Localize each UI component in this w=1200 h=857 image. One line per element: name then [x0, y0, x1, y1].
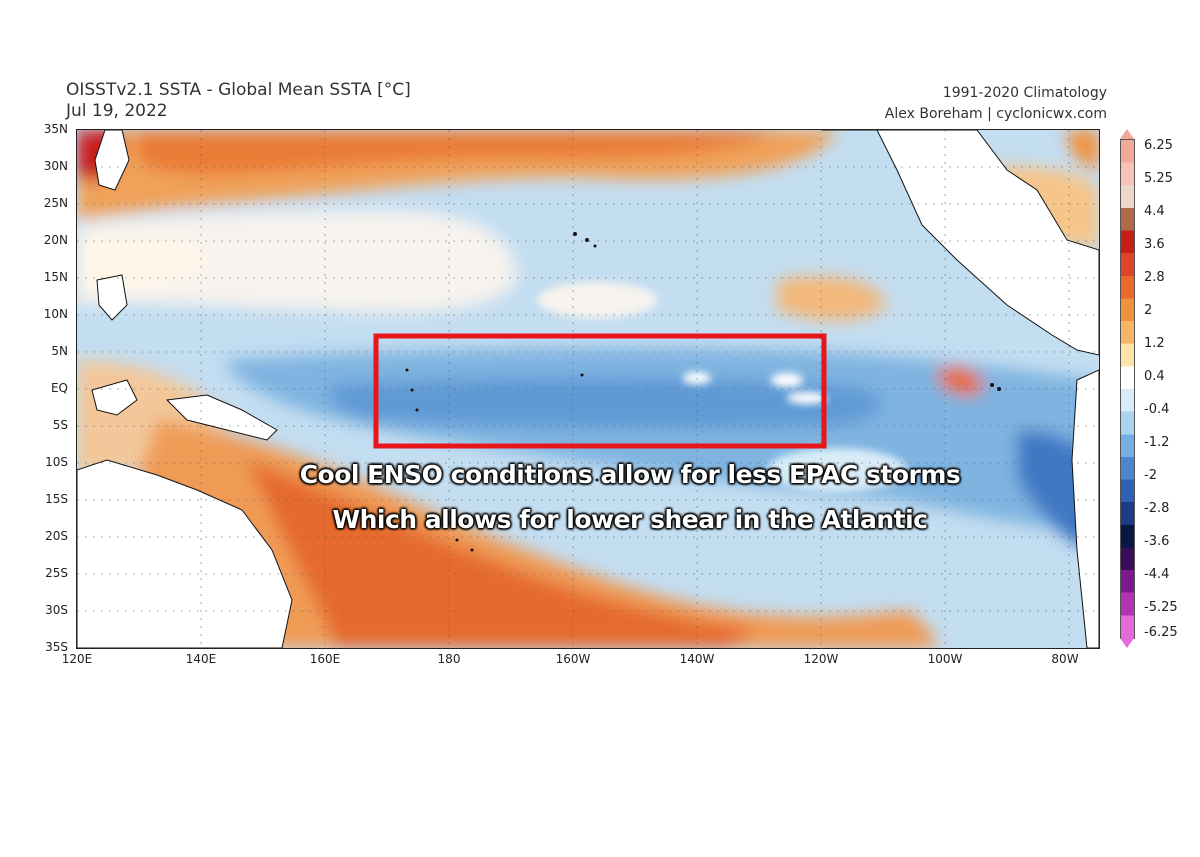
islands — [405, 232, 1001, 552]
lat-label: 35S — [45, 640, 68, 654]
colorbar-label: 4.4 — [1144, 204, 1165, 219]
colorbar-label: -0.4 — [1144, 402, 1170, 417]
lon-label: 140E — [185, 652, 217, 666]
map-canvas — [77, 130, 1099, 648]
lat-label: 35N — [43, 122, 68, 136]
map-title: OISSTv2.1 SSTA - Global Mean SSTA [°C] — [66, 80, 411, 100]
lon-label: 120W — [803, 652, 839, 666]
colorbar-label: -6.25 — [1144, 625, 1178, 640]
lon-label: 140W — [679, 652, 715, 666]
colorbar-label: 1.2 — [1144, 336, 1165, 351]
asia-coast — [94, 130, 130, 191]
colorbar-label: 0.4 — [1144, 369, 1165, 384]
lat-label: 20S — [45, 529, 68, 543]
lat-label: 30S — [45, 603, 68, 617]
sst-anomaly-map — [76, 129, 1100, 649]
colorbar-label: -1.2 — [1144, 435, 1170, 450]
nino-region-highlight-box — [373, 333, 827, 449]
colorbar-label: 6.25 — [1144, 138, 1173, 153]
lat-label: 25N — [43, 196, 68, 210]
lat-label: 15N — [43, 270, 68, 284]
lat-label: 5S — [52, 418, 68, 432]
lon-label: 160E — [309, 652, 341, 666]
annotation-line-1: Cool ENSO conditions allow for less EPAC… — [299, 460, 961, 489]
annotation-line-2: Which allows for lower shear in the Atla… — [332, 505, 928, 534]
mexico-central-america — [822, 130, 1099, 356]
climatology-label: 1991-2020 Climatology — [942, 85, 1107, 101]
credit-label: Alex Boreham | cyclonicwx.com — [884, 106, 1107, 122]
lat-label: 20N — [43, 233, 68, 247]
lat-label: EQ — [50, 381, 68, 395]
colorbar-label: 3.6 — [1144, 237, 1165, 252]
colorbar-min-arrow — [1120, 638, 1134, 648]
anomaly-detail — [537, 282, 907, 492]
lon-label: 80W — [1051, 652, 1079, 666]
colorbar-label: -2 — [1144, 468, 1157, 483]
colorbar-label: 2 — [1144, 303, 1153, 318]
philippines — [96, 274, 128, 321]
lat-label: 5N — [51, 344, 68, 358]
lat-label: 15S — [45, 492, 68, 506]
new-guinea — [165, 394, 278, 441]
lat-label: 25S — [45, 566, 68, 580]
land-masses — [77, 130, 1099, 648]
australia — [77, 459, 293, 648]
colorbar-label: 2.8 — [1144, 270, 1165, 285]
colorbar — [1120, 139, 1135, 639]
lon-label: 180 — [437, 652, 461, 666]
colorbar-label: -4.4 — [1144, 567, 1170, 582]
lon-label: 120E — [61, 652, 93, 666]
lat-label: 10S — [45, 455, 68, 469]
map-date: Jul 19, 2022 — [66, 101, 168, 121]
colorbar-label: -5.25 — [1144, 600, 1178, 615]
colorbar-label: -3.6 — [1144, 534, 1170, 549]
colorbar-max-arrow — [1120, 129, 1134, 139]
lon-label: 100W — [927, 652, 963, 666]
lon-label: 160W — [555, 652, 591, 666]
south-america — [1071, 369, 1099, 648]
colorbar-label: 5.25 — [1144, 171, 1173, 186]
lat-label: 10N — [43, 307, 68, 321]
lat-label: 30N — [43, 159, 68, 173]
colorbar-label: -2.8 — [1144, 501, 1170, 516]
